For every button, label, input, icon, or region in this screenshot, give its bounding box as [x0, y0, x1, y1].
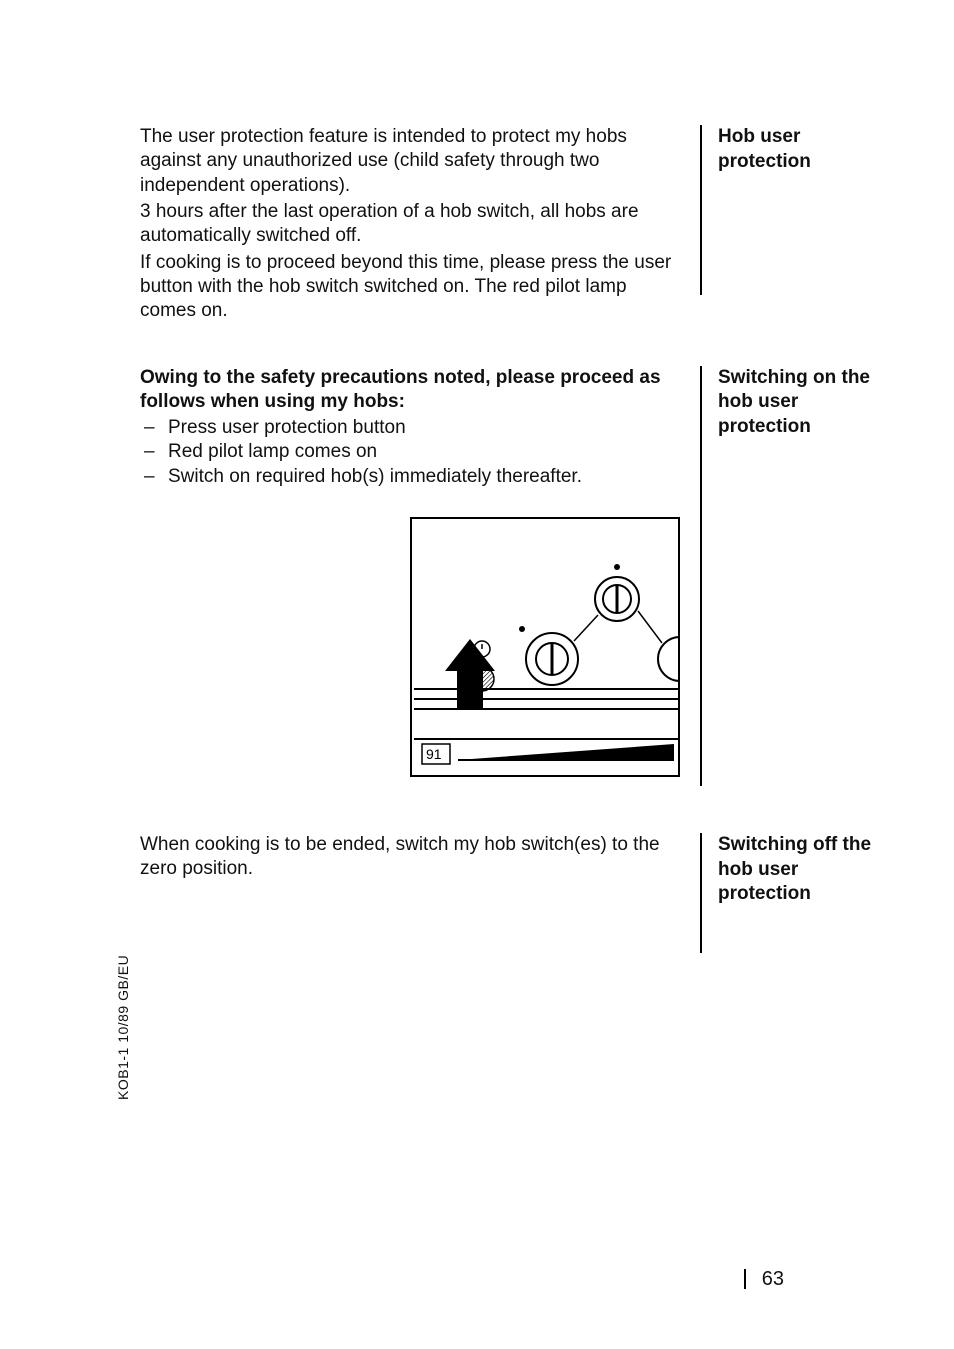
- section-hob-user-protection: The user protection feature is intended …: [140, 125, 894, 326]
- section2-bullets: Press user protection button Red pilot l…: [140, 416, 680, 489]
- section3-body: When cooking is to be ended, switch my h…: [140, 833, 700, 884]
- manual-page: The user protection feature is intended …: [0, 0, 954, 1349]
- section3-heading: Switching off the hob user protection: [700, 833, 880, 953]
- figure-wrap: 91: [140, 517, 680, 777]
- page-number: 63: [744, 1269, 784, 1289]
- section1-body: The user protection feature is intended …: [140, 125, 700, 326]
- spine-text: KOB1-1 10/89 GB/EU: [115, 955, 131, 1100]
- section2-heading: Switching on the hob user protection: [700, 366, 880, 786]
- bullet-3: Switch on required hob(s) immediately th…: [140, 465, 680, 489]
- hob-control-diagram: 91: [410, 517, 680, 777]
- section1-para2: 3 hours after the last operation of a ho…: [140, 200, 680, 249]
- section2-body: Owing to the safety precautions noted, p…: [140, 366, 700, 794]
- bullet-1: Press user protection button: [140, 416, 680, 440]
- section3-para1: When cooking is to be ended, switch my h…: [140, 833, 680, 882]
- section1-para1: The user protection feature is intended …: [140, 125, 680, 198]
- svg-text:91: 91: [426, 746, 442, 762]
- section1-heading: Hob user protection: [700, 125, 880, 295]
- section2-intro: Owing to the safety precautions noted, p…: [140, 366, 680, 415]
- bullet-2: Red pilot lamp comes on: [140, 440, 680, 464]
- section-switching-off: When cooking is to be ended, switch my h…: [140, 833, 894, 953]
- section1-para3: If cooking is to proceed beyond this tim…: [140, 251, 680, 324]
- section-switching-on: Owing to the safety precautions noted, p…: [140, 366, 894, 794]
